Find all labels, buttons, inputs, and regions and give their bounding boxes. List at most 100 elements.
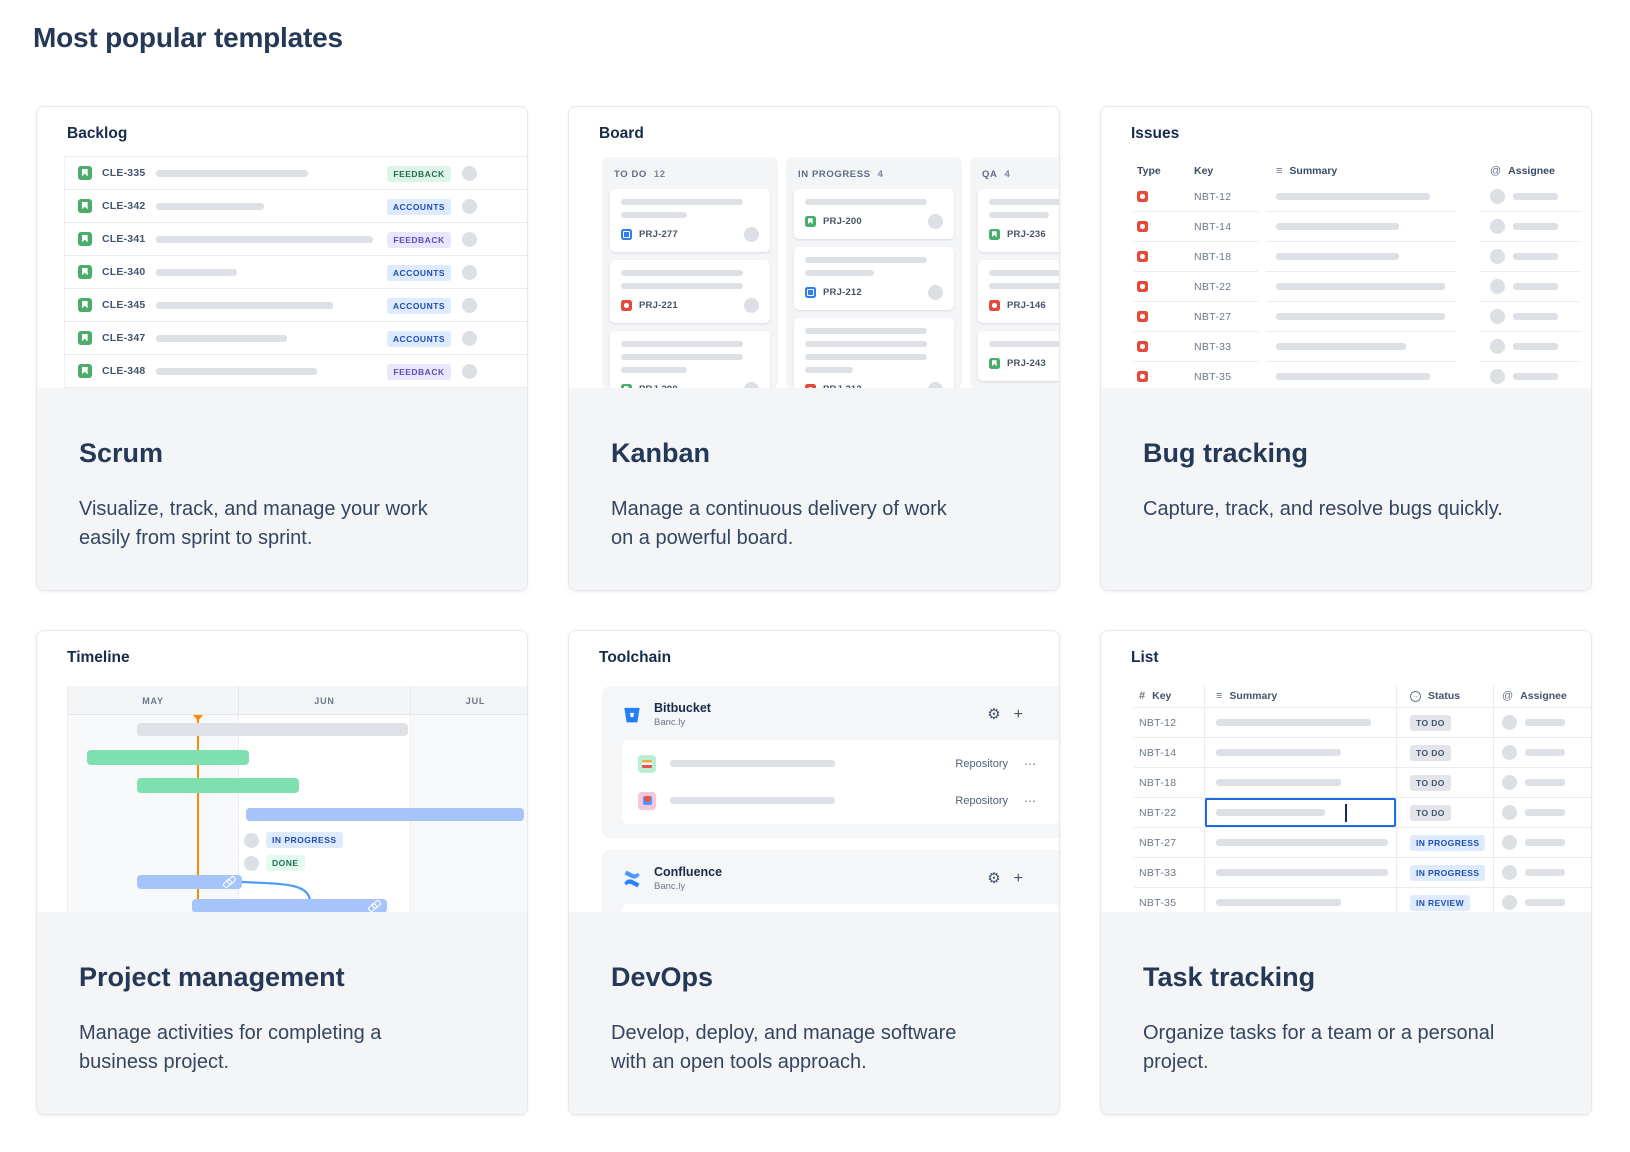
avatar [928,285,943,300]
assignee-at-icon: @ [1502,690,1514,702]
label-badge-slot: ACCOUNTS [381,296,457,314]
month-label: JUL [410,686,527,715]
status-badge: TO DO [1410,774,1451,791]
column-header: IN PROGRESS 4 [794,157,954,189]
summary-cell[interactable] [1204,798,1396,827]
template-card-devops[interactable]: Toolchain Bitbucket Banc.ly ⚙ [568,630,1060,1115]
template-card-scrum[interactable]: Backlog CLE-335 FEEDBACK CLE-342 ACCOUNT… [36,106,528,591]
gantt-bar-linked [192,899,387,912]
card-footer-row: PRJ-277 [621,227,759,242]
avatar [744,227,759,242]
month-name: JUL [465,695,486,706]
column-count: 12 [653,169,666,180]
status-legend: IN PROGRESS DONE [244,832,343,878]
column-cards: PRJ-200 PRJ-212 [794,189,954,388]
label-badge: ACCOUNTS [386,265,452,281]
backlog-preview-title: Backlog [67,125,128,142]
backlog-row: CLE-342 ACCOUNTS [65,190,527,223]
backlog-row: CLE-335 FEEDBACK [65,157,527,190]
summary-cell[interactable] [1204,738,1396,767]
card-skeleton-lines [621,199,759,218]
item-skeleton-bar [670,760,835,767]
summary-cell[interactable] [1204,768,1396,797]
list-table: # Key ≡ Summary → Status @ Assignee NBT-12 [1134,685,1591,912]
summary-skeleton-bar [1216,809,1325,816]
assignee-skeleton-bar [1513,283,1558,290]
assignee-skeleton-bar [1513,313,1558,320]
tool-logo-icon [622,869,642,889]
template-card-bug-tracking[interactable]: Issues Type Key ≡ Summary @ Assignee [1100,106,1592,591]
tool-org: Banc.ly [654,881,686,892]
assignee-column-header: Assignee [1520,690,1567,702]
assignee-skeleton-bar [1525,809,1565,816]
status-cell: TO DO [1396,738,1493,767]
month-name: JUN [314,695,335,706]
summary-column-header: Summary [1289,164,1338,177]
avatar [744,382,759,388]
tool-header: Bitbucket Banc.ly ⚙ + [602,686,1059,740]
card-footer-row: PRJ-236 [989,227,1059,242]
tool-name: Bitbucket [654,701,711,715]
more-menu-icon: ⋯ [1024,793,1037,808]
issue-key: NBT-12 [1194,190,1232,203]
summary-cell[interactable] [1204,858,1396,887]
assignee-cell [1480,332,1580,362]
summary-skeleton-bar [1276,343,1406,350]
kanban-card-footer: Kanban Manage a continuous delivery of w… [569,388,1059,590]
header-summary: ≡ Summary [1204,685,1396,707]
issue-type-icon [621,300,632,311]
item-type-label: Repository [955,757,1008,770]
summary-skeleton-bar [156,235,373,243]
list-header-row: # Key ≡ Summary → Status @ Assignee [1134,685,1591,708]
issue-key: NBT-18 [1194,250,1232,263]
status-badge: IN REVIEW [1410,894,1470,911]
summary-cell[interactable] [1204,708,1396,737]
issue-type-icon [621,384,632,388]
header-status: → Status [1396,685,1493,707]
issue-type-icon [989,300,1000,311]
issues-preview-title: Issues [1131,125,1180,142]
assignee-skeleton-bar [1525,779,1565,786]
issue-key: PRJ-290 [639,384,678,388]
status-arrow-icon: → [1410,690,1421,702]
description-line1: Manage activities for completing a [79,1022,382,1044]
template-card-project-management[interactable]: Timeline MAY JUN JUL IN PROGRESS [36,630,528,1115]
issue-type-icon [621,229,632,240]
header-type-key: Type Key [1134,159,1258,182]
status-cell: IN PROGRESS [1396,858,1493,887]
toolchain-preview: Toolchain Bitbucket Banc.ly ⚙ [569,631,1059,912]
assignee-cell [1493,888,1591,912]
text-skeleton-bar [621,354,743,360]
avatar [1502,865,1517,880]
assignee-at-icon: @ [1490,164,1502,177]
text-skeleton-bar [805,199,927,205]
template-card-kanban[interactable]: Board TO DO 12 PRJ-277 [568,106,1060,591]
tool-logo-icon [622,705,642,725]
summary-cell[interactable] [1204,888,1396,912]
avatar [928,214,943,229]
label-badge-slot: ACCOUNTS [381,263,457,281]
description-line1: Visualize, track, and manage your work [79,498,428,520]
assignee-cell [1480,242,1580,272]
board-issue-card: PRJ-221 [610,260,770,323]
template-card-task-tracking[interactable]: List # Key ≡ Summary → Status @ Assignee NBT… [1100,630,1592,1115]
summary-cell[interactable] [1204,828,1396,857]
plus-icon: + [1013,869,1023,887]
tool-org: Banc.ly [654,717,686,728]
column-name: TO DO [614,169,647,180]
issues-header-row: Type Key ≡ Summary @ Assignee [1134,159,1591,182]
issue-key: CLE-341 [102,233,146,245]
card-skeleton-lines [621,270,759,289]
tool-name-block: Bitbucket Banc.ly [654,701,711,728]
status-cell: IN PROGRESS [1396,828,1493,857]
avatar [1502,775,1517,790]
template-description: Manage activities for completing a busine… [79,1019,485,1077]
assignee-skeleton-bar [1513,253,1558,260]
column-name: QA [982,169,998,180]
summary-skeleton-bar [1216,779,1341,786]
label-badge: FEEDBACK [387,232,451,248]
template-title: Kanban [611,438,711,468]
plus-icon: + [1013,705,1023,723]
tool-actions: ⚙ + [987,705,1023,723]
